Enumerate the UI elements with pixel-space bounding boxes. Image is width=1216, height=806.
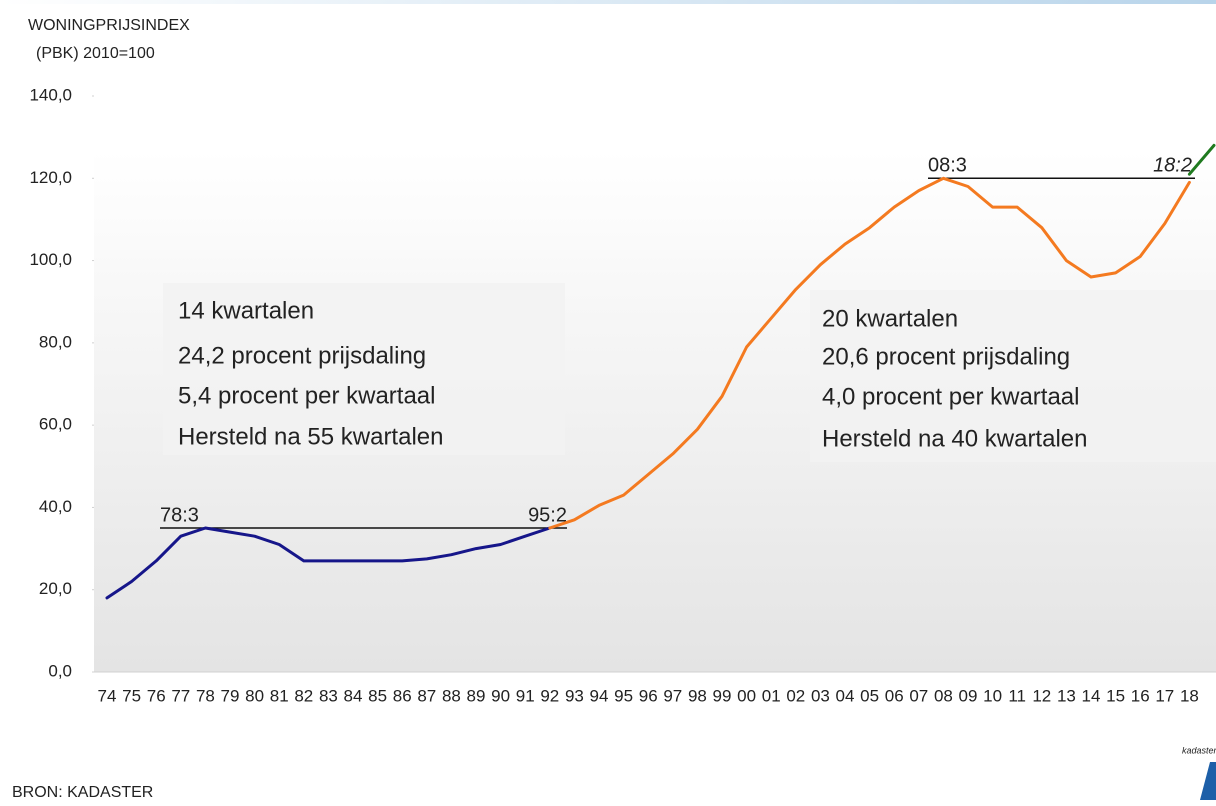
text-box [810,290,1216,462]
box-line: 5,4 procent per kwartaal [178,382,435,409]
x-tick-label: 93 [565,686,584,705]
box-line: Hersteld na 55 kwartalen [178,423,443,450]
box-line: 20 kwartalen [822,305,958,332]
x-tick-label: 97 [663,686,682,705]
x-tick-label: 83 [319,686,338,705]
x-tick-label: 76 [147,686,166,705]
x-tick-label: 04 [836,686,855,705]
y-tick-label: 120,0 [29,168,72,187]
x-tick-label: 91 [516,686,535,705]
x-tick-label: 12 [1032,686,1051,705]
x-tick-label: 87 [417,686,436,705]
y-tick-label: 0,0 [48,661,72,680]
x-tick-label: 02 [786,686,805,705]
box-line: Hersteld na 40 kwartalen [822,425,1087,452]
x-tick-label: 16 [1131,686,1150,705]
x-tick-label: 00 [737,686,756,705]
x-tick-label: 05 [860,686,879,705]
x-tick-label: 88 [442,686,461,705]
series-line [1187,143,1216,176]
series-line [105,526,552,600]
x-tick-label: 96 [639,686,658,705]
x-tick-label: 94 [590,686,609,705]
top-border [0,0,1216,4]
x-tick-label: 98 [688,686,707,705]
y-tick-label: 20,0 [39,579,72,598]
x-tick-label: 17 [1155,686,1174,705]
x-tick-label: 85 [368,686,387,705]
axis-title: WONINGPRIJSINDEX [28,17,190,34]
box-line: 14 kwartalen [178,297,314,324]
x-tick-label: 92 [540,686,559,705]
x-tick-label: 79 [221,686,240,705]
x-tick-label: 86 [393,686,412,705]
box-line: 4,0 procent per kwartaal [822,383,1079,410]
x-tick-label: 08 [934,686,953,705]
x-tick-label: 84 [344,686,363,705]
x-tick-label: 82 [294,686,313,705]
x-tick-label: 18 [1180,686,1199,705]
reference-label: 78:3 [160,504,199,526]
y-tick-label: 80,0 [39,332,72,351]
logo-mark [1200,762,1216,800]
box-line: 20,6 procent prijsdaling [822,343,1070,370]
x-tick-label: 99 [713,686,732,705]
x-tick-label: 95 [614,686,633,705]
source: BRON: KADASTER [12,784,153,801]
x-tick-label: 74 [98,686,117,705]
x-tick-label: 13 [1057,686,1076,705]
x-tick-label: 15 [1106,686,1125,705]
x-tick-label: 11 [1008,686,1026,705]
reference-label: 95:2 [528,504,567,526]
text-box [163,283,565,455]
x-tick-label: 10 [983,686,1002,705]
reference-label: 18:2 [1153,155,1192,177]
x-tick-label: 03 [811,686,830,705]
x-tick-label: 90 [491,686,510,705]
logo-text: kadaster [1182,745,1216,755]
x-tick-label: 01 [762,686,781,705]
x-tick-label: 06 [885,686,904,705]
x-tick-label: 09 [959,686,978,705]
x-tick-label: 81 [270,686,289,705]
box-line: 24,2 procent prijsdaling [178,342,426,369]
y-tick-label: 60,0 [39,415,72,434]
x-tick-label: 80 [245,686,264,705]
axis-title: (PBK) 2010=100 [36,45,155,62]
x-tick-label: 75 [122,686,141,705]
x-tick-label: 89 [467,686,486,705]
reference-label: 08:3 [928,155,967,177]
series-line [548,176,1191,530]
x-tick-label: 78 [196,686,215,705]
x-tick-label: 77 [171,686,190,705]
y-tick-label: 40,0 [39,497,72,516]
x-tick-label: 14 [1082,686,1101,705]
x-tick-label: 07 [909,686,928,705]
y-tick-label: 100,0 [29,250,72,269]
y-tick-label: 140,0 [29,85,72,104]
